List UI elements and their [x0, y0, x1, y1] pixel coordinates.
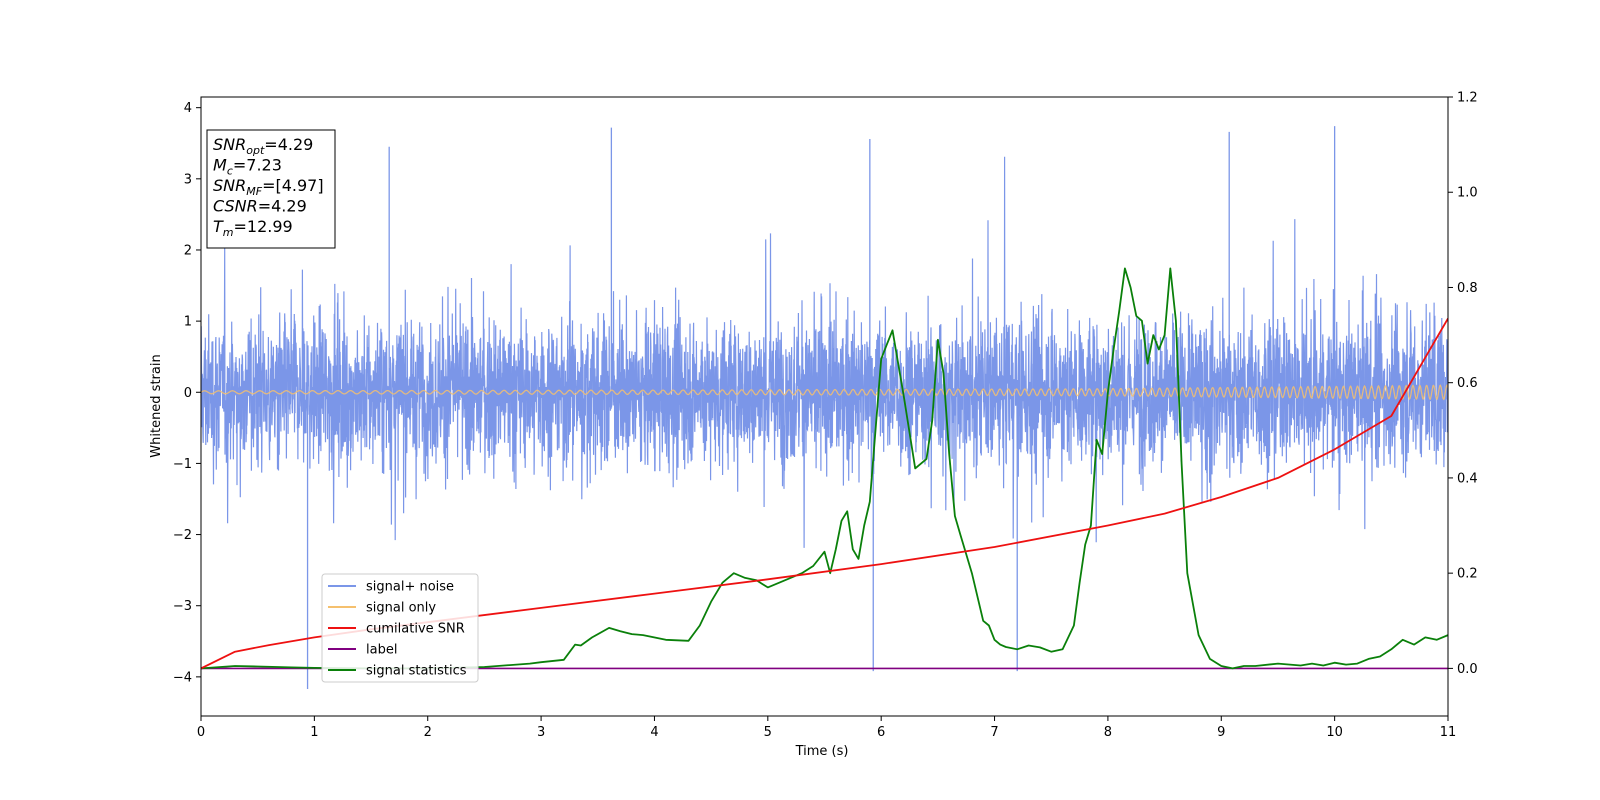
y-tick-label: 2: [184, 243, 192, 258]
x-tick-label: 2: [424, 725, 432, 740]
legend-label: signal only: [366, 601, 436, 616]
stats-box: [206, 129, 336, 249]
x-tick-label: 1: [310, 725, 318, 740]
series-signal-statistics-line: [201, 267, 1448, 670]
y2-tick-label: 0.4: [1457, 471, 1478, 486]
series-signal-noise-line: [201, 156, 1448, 548]
y2-tick-label: 0.0: [1457, 662, 1478, 677]
x-tick-label: 5: [764, 725, 772, 740]
y-axis-label: Whitened strain: [149, 354, 164, 457]
x-axis-label: Time (s): [795, 744, 849, 759]
y-tick-label: 4: [184, 101, 192, 116]
legend-label: cumilative SNR: [366, 622, 465, 637]
legend-box: [321, 573, 479, 683]
stats-line: CSNR=4.29: [213, 197, 307, 216]
stats-line: Tm=12.99: [213, 217, 293, 239]
x-tick-label: 3: [537, 725, 545, 740]
x-tick-label: 0: [197, 725, 205, 740]
legend-label: signal+ noise: [366, 580, 454, 595]
x-tick-label: 4: [650, 725, 658, 740]
y2-tick-label: 0.8: [1457, 281, 1478, 296]
y-tick-label: 3: [184, 172, 192, 187]
y-tick-label: 1: [184, 315, 192, 330]
y2-tick-label: 1.2: [1457, 91, 1478, 106]
x-tick-label: 10: [1326, 725, 1343, 740]
x-tick-label: 7: [990, 725, 998, 740]
y-tick-label: −4: [173, 670, 192, 685]
stats-line: Mc=7.23: [213, 156, 282, 178]
y-tick-label: −1: [173, 457, 192, 472]
x-tick-label: 9: [1217, 725, 1225, 740]
stats-line: SNRMF=[4.97]: [213, 176, 324, 198]
y2-tick-label: 0.6: [1457, 376, 1478, 391]
plot-frame: [200, 96, 1449, 717]
x-tick-label: 6: [877, 725, 885, 740]
legend: signal+ noise signal only cumilative SNR la…: [321, 573, 479, 683]
axes: 0 1 2 3 4 5 6 7 8 9 10 11 −4 −3 −2 −1 0 1 2 3 4 0.0 0.2 0.4 0.6 0…: [173, 91, 1478, 741]
series-cumulative-snr-line: [201, 317, 1448, 670]
y2-tick-label: 1.0: [1457, 186, 1478, 201]
legend-label: label: [366, 643, 397, 658]
series-signal-only-line: [201, 384, 1448, 401]
stats-annotation: SNRopt=4.29Mc=7.23SNRMF=[4.97]CSNR=4.29T…: [206, 129, 336, 249]
stats-line: SNRopt=4.29: [213, 135, 313, 157]
y2-tick-label: 0.2: [1457, 567, 1478, 582]
x-tick-label: 8: [1104, 725, 1112, 740]
y-tick-label: −2: [173, 528, 192, 543]
legend-label: signal statistics: [366, 664, 467, 679]
x-tick-label: 11: [1440, 725, 1457, 740]
y-tick-label: 0: [184, 386, 192, 401]
y-tick-label: −3: [173, 599, 192, 614]
